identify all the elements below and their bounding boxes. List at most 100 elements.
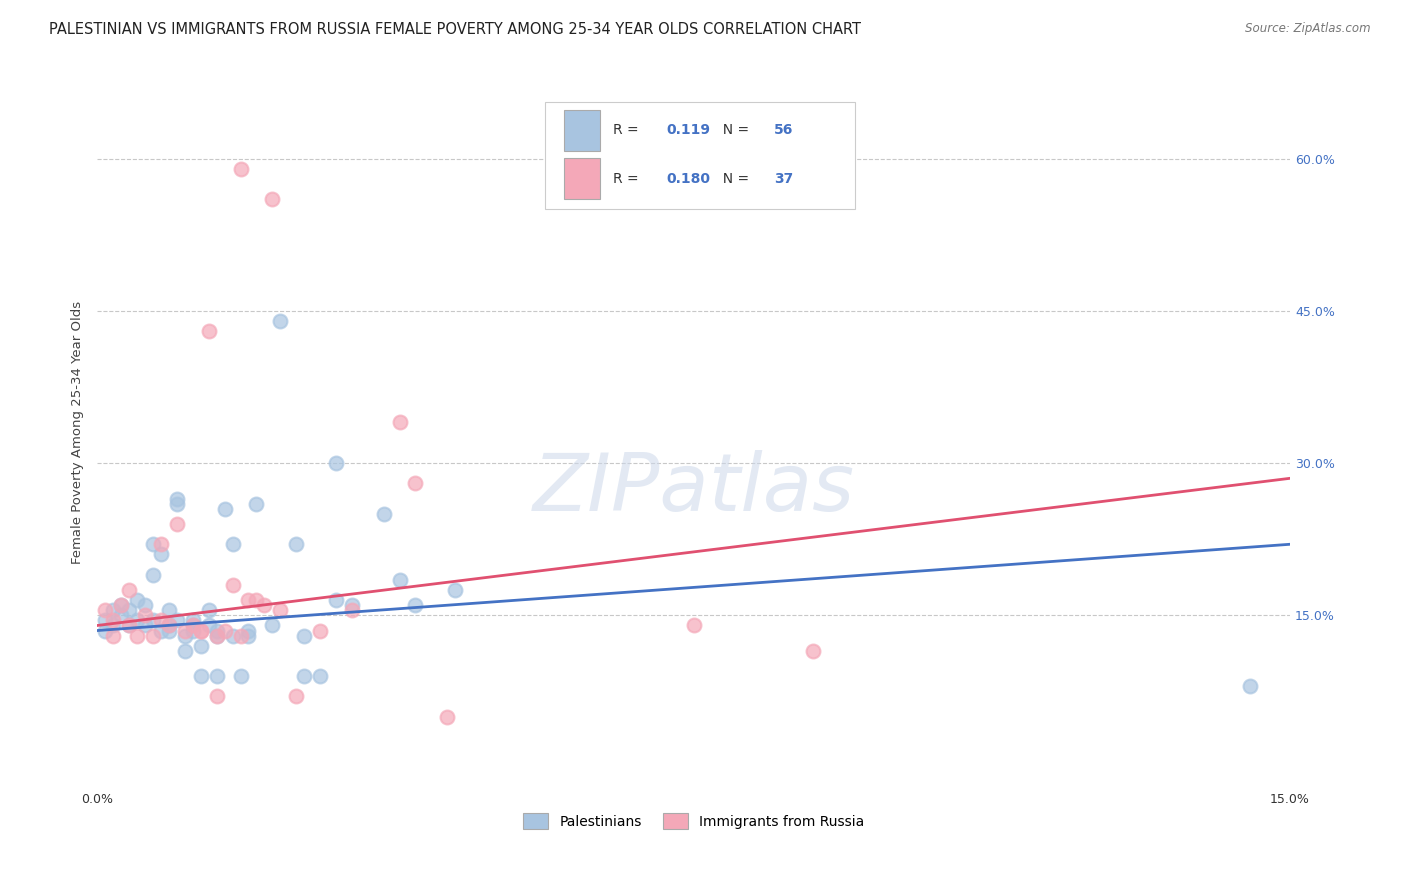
Point <box>404 598 426 612</box>
Point <box>205 624 228 638</box>
Point <box>221 537 243 551</box>
Point <box>190 669 212 683</box>
Point <box>340 603 363 617</box>
Point <box>103 613 125 627</box>
Point <box>388 416 411 430</box>
Point <box>292 669 315 683</box>
Point <box>150 624 173 638</box>
Point <box>436 710 458 724</box>
Point <box>157 624 180 638</box>
Point <box>238 593 260 607</box>
Point <box>142 567 165 582</box>
Point <box>340 598 363 612</box>
Point <box>134 598 156 612</box>
Point <box>309 624 332 638</box>
Point <box>150 613 173 627</box>
Point <box>118 582 141 597</box>
Point <box>157 618 180 632</box>
Point <box>214 624 236 638</box>
Point <box>181 624 204 638</box>
Legend: Palestinians, Immigrants from Russia: Palestinians, Immigrants from Russia <box>517 808 870 834</box>
Point <box>181 618 204 632</box>
Point <box>142 613 165 627</box>
Point <box>127 629 149 643</box>
Point <box>245 593 267 607</box>
Point <box>118 618 141 632</box>
Point <box>166 613 188 627</box>
Point <box>238 629 260 643</box>
Point <box>229 629 252 643</box>
Point <box>197 618 219 632</box>
Point <box>262 192 284 206</box>
Point <box>221 629 243 643</box>
Point <box>94 613 117 627</box>
Text: N =: N = <box>714 123 754 137</box>
Point <box>103 629 125 643</box>
Point <box>94 624 117 638</box>
Point <box>262 618 284 632</box>
Point <box>190 624 212 638</box>
Point <box>94 603 117 617</box>
Point <box>325 456 347 470</box>
Point <box>127 613 149 627</box>
Point <box>309 669 332 683</box>
FancyBboxPatch shape <box>544 103 855 209</box>
Text: 56: 56 <box>773 123 793 137</box>
Point <box>181 613 204 627</box>
Point <box>285 690 308 704</box>
Point <box>110 598 132 612</box>
Text: N =: N = <box>714 171 754 186</box>
Point <box>142 629 165 643</box>
Point <box>229 161 252 176</box>
Point <box>1239 679 1261 693</box>
Point <box>150 548 173 562</box>
Point <box>174 624 197 638</box>
Point <box>166 491 188 506</box>
Point <box>682 618 704 632</box>
Point <box>253 598 276 612</box>
Point <box>174 629 197 643</box>
Point <box>181 618 204 632</box>
Text: PALESTINIAN VS IMMIGRANTS FROM RUSSIA FEMALE POVERTY AMONG 25-34 YEAR OLDS CORRE: PALESTINIAN VS IMMIGRANTS FROM RUSSIA FE… <box>49 22 862 37</box>
Point <box>134 608 156 623</box>
Point <box>285 537 308 551</box>
Text: R =: R = <box>613 171 643 186</box>
Point <box>197 324 219 338</box>
Point <box>142 537 165 551</box>
Point <box>157 603 180 617</box>
Point <box>118 603 141 617</box>
Point <box>118 618 141 632</box>
Point <box>103 603 125 617</box>
Text: 0.119: 0.119 <box>666 123 710 137</box>
Point <box>205 629 228 643</box>
Point <box>150 537 173 551</box>
Point <box>325 593 347 607</box>
Point <box>197 603 219 617</box>
Point <box>190 639 212 653</box>
FancyBboxPatch shape <box>564 159 599 199</box>
Y-axis label: Female Poverty Among 25-34 Year Olds: Female Poverty Among 25-34 Year Olds <box>72 301 84 565</box>
Point <box>205 669 228 683</box>
Point <box>292 629 315 643</box>
Point <box>269 314 291 328</box>
Point <box>127 593 149 607</box>
Point <box>190 624 212 638</box>
Point <box>801 644 824 658</box>
Point <box>373 507 395 521</box>
Point <box>174 644 197 658</box>
Text: 0.180: 0.180 <box>666 171 710 186</box>
FancyBboxPatch shape <box>564 110 599 151</box>
Point <box>229 669 252 683</box>
Point <box>388 573 411 587</box>
Point <box>214 501 236 516</box>
Text: 37: 37 <box>773 171 793 186</box>
Point <box>444 582 467 597</box>
Point <box>110 598 132 612</box>
Point <box>269 603 291 617</box>
Text: Source: ZipAtlas.com: Source: ZipAtlas.com <box>1246 22 1371 36</box>
Point <box>166 497 188 511</box>
Point <box>404 476 426 491</box>
Point <box>134 618 156 632</box>
Point <box>103 618 125 632</box>
Text: ZIPatlas: ZIPatlas <box>533 450 855 528</box>
